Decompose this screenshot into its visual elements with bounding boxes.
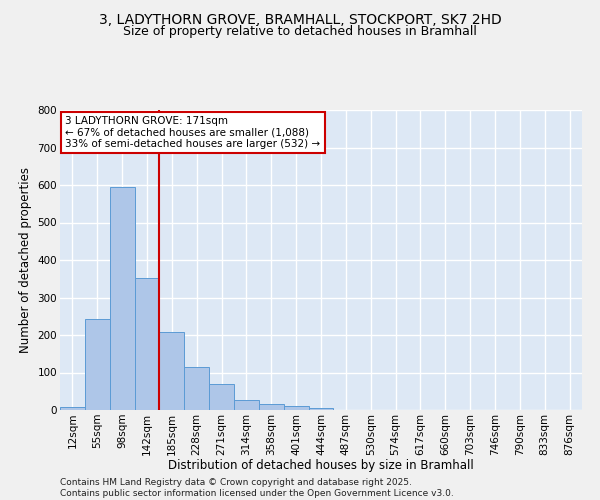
Text: Size of property relative to detached houses in Bramhall: Size of property relative to detached ho… xyxy=(123,25,477,38)
Bar xyxy=(85,319,110,410)
Bar xyxy=(284,406,308,410)
Text: Contains HM Land Registry data © Crown copyright and database right 2025.
Contai: Contains HM Land Registry data © Crown c… xyxy=(60,478,454,498)
Text: 3, LADYTHORN GROVE, BRAMHALL, STOCKPORT, SK7 2HD: 3, LADYTHORN GROVE, BRAMHALL, STOCKPORT,… xyxy=(98,12,502,26)
Bar xyxy=(184,366,209,410)
Bar xyxy=(134,278,160,410)
Bar xyxy=(160,332,184,410)
Bar xyxy=(209,384,234,410)
Bar xyxy=(259,404,284,410)
Bar xyxy=(60,407,85,410)
Bar xyxy=(308,408,334,410)
Bar xyxy=(110,187,134,410)
Y-axis label: Number of detached properties: Number of detached properties xyxy=(19,167,32,353)
Bar xyxy=(234,400,259,410)
Text: 3 LADYTHORN GROVE: 171sqm
← 67% of detached houses are smaller (1,088)
33% of se: 3 LADYTHORN GROVE: 171sqm ← 67% of detac… xyxy=(65,116,320,149)
X-axis label: Distribution of detached houses by size in Bramhall: Distribution of detached houses by size … xyxy=(168,459,474,472)
